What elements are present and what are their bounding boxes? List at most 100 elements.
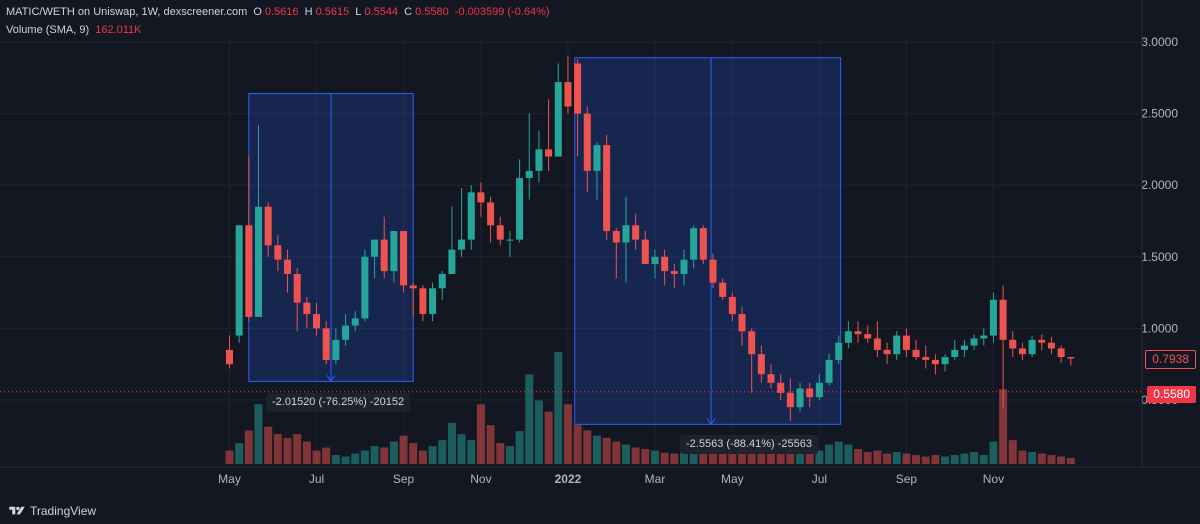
ohlc-legend: MATIC/WETH on Uniswap, 1W, dexscreener.c… — [6, 6, 553, 18]
candle-body — [429, 288, 437, 315]
volume-bar — [360, 450, 369, 464]
candle-body — [989, 299, 997, 336]
candle-body — [322, 328, 330, 360]
volume-bar — [457, 434, 466, 464]
volume-bar — [718, 447, 727, 464]
candle-body — [1018, 348, 1026, 355]
change-value: -0.003599 (-0.64%) — [454, 6, 550, 18]
candle-body — [467, 192, 475, 240]
candle-body — [612, 231, 620, 243]
x-tick-label: Jul — [812, 472, 827, 486]
volume-bar — [554, 352, 563, 464]
volume-bar — [631, 447, 640, 464]
volume-bar — [486, 425, 495, 464]
candle-body — [680, 259, 688, 274]
volume-bar — [273, 434, 282, 464]
candle-body — [351, 318, 359, 326]
x-tick-label: Sep — [896, 472, 918, 486]
volume-bar — [235, 443, 244, 464]
candle-body — [970, 338, 978, 346]
candle-body — [999, 299, 1007, 340]
volume-bar — [670, 453, 679, 464]
y-tick-label: 1.0000 — [1141, 321, 1178, 335]
volume-bar — [1008, 440, 1017, 464]
volume-bar — [438, 440, 447, 464]
candle-body — [960, 345, 968, 350]
volume-bar — [950, 455, 959, 464]
candle-body — [496, 225, 504, 240]
candle-body — [361, 256, 369, 319]
volume-bar — [264, 426, 273, 464]
high-value: 0.5615 — [315, 6, 350, 18]
candle-body — [1028, 339, 1036, 355]
candle-body — [931, 359, 939, 365]
volume-bar — [892, 452, 901, 464]
volume-bar — [679, 452, 688, 464]
candle-body — [554, 82, 562, 157]
volume-bar — [650, 450, 659, 464]
volume-bar — [612, 441, 621, 464]
volume-bar — [370, 446, 379, 464]
candle-body — [738, 314, 746, 332]
volume-bar — [1028, 452, 1037, 464]
measure-label-2: -2.5563 (-88.41%) -25563 — [680, 435, 818, 454]
volume-bar — [592, 435, 601, 464]
candle-body — [284, 259, 292, 274]
candle-body — [719, 282, 727, 297]
volume-bar — [689, 447, 698, 464]
candle-body — [545, 149, 553, 157]
volume-bar — [902, 453, 911, 464]
candle-body — [883, 349, 891, 355]
volume-bar — [912, 455, 921, 464]
candle-body — [564, 82, 572, 107]
candle-body — [825, 359, 833, 383]
close-value: 0.5580 — [415, 6, 449, 18]
candle-body — [641, 239, 649, 264]
volume-bar — [254, 404, 263, 464]
candle-body — [448, 249, 456, 274]
candle-body — [477, 192, 485, 203]
volume-bar — [293, 434, 302, 464]
volume-bar — [467, 440, 476, 464]
volume-bar — [525, 374, 534, 464]
candle-body — [390, 231, 398, 272]
volume-bar — [989, 441, 998, 464]
volume-bar — [805, 453, 814, 464]
volume-bar — [380, 447, 389, 464]
price-tag-last: 0.5580 — [1147, 386, 1196, 403]
candle-body — [525, 170, 533, 179]
volume-bar — [1047, 455, 1056, 464]
measure-arrow-head-1 — [326, 375, 336, 383]
volume-bar — [302, 441, 311, 464]
volume-bar — [873, 450, 882, 464]
x-tick-label: Sep — [393, 472, 415, 486]
volume-bar — [583, 430, 592, 464]
candle-body — [380, 239, 388, 272]
volume-bar — [447, 422, 456, 464]
x-tick-label: 2022 — [555, 472, 582, 486]
candle-body — [419, 288, 427, 315]
candle-body — [1047, 342, 1055, 349]
volume-bar — [699, 449, 708, 464]
volume-bar — [496, 443, 505, 464]
open-value: 0.5616 — [264, 6, 299, 18]
volume-bar — [786, 453, 795, 464]
volume-bar — [854, 449, 863, 464]
x-tick-label: Jul — [309, 472, 324, 486]
tradingview-footer[interactable]: TradingView — [8, 504, 96, 518]
candle-body — [690, 228, 698, 260]
candle-body — [651, 256, 659, 264]
candle-body — [912, 349, 920, 358]
x-tick-label: May — [218, 472, 241, 486]
low-label: L — [355, 6, 362, 18]
candle-body — [844, 331, 852, 343]
volume-bar — [534, 400, 543, 464]
measure-arrow-head-2 — [706, 418, 716, 426]
high-label: H — [304, 6, 313, 18]
volume-bar — [796, 447, 805, 464]
candle-body — [893, 335, 901, 355]
volume-bar — [563, 404, 572, 464]
volume-bar — [757, 446, 766, 464]
